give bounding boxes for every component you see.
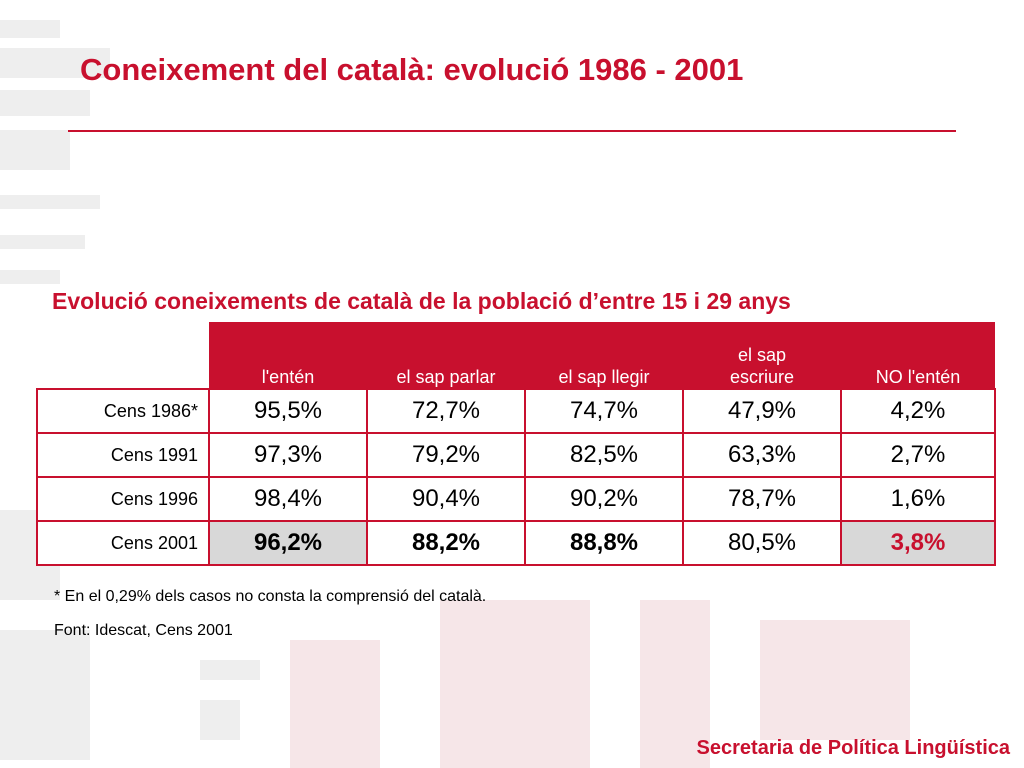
title-underline [68, 130, 956, 132]
column-header-line2: l'entén [261, 367, 315, 387]
table-row: Cens 1986* 95,5% 72,7% 74,7% 47,9% 4,2% [36, 388, 996, 434]
table-cell: 95,5% [208, 388, 368, 434]
footer-organization: Secretaria de Política Lingüística [696, 737, 1010, 759]
row-label: Cens 1996 [36, 476, 209, 522]
slide-title: Coneixement del català: evolució 1986 - … [80, 52, 744, 87]
table-row: Cens 2001 96,2% 88,2% 88,8% 80,5% 3,8% [36, 520, 996, 566]
column-header: el sap parlar [367, 322, 525, 389]
table-cell: 1,6% [840, 476, 996, 522]
footnote: * En el 0,29% dels casos no consta la co… [54, 588, 487, 605]
column-header-line2: NO l'entén [875, 367, 961, 387]
table-cell: 47,9% [682, 388, 842, 434]
column-header: el sap llegir [525, 322, 683, 389]
table-cell: 82,5% [524, 432, 684, 478]
table-cell: 4,2% [840, 388, 996, 434]
table-cell: 97,3% [208, 432, 368, 478]
table-cell: 90,2% [524, 476, 684, 522]
column-header-line2: el sap parlar [396, 367, 496, 387]
column-header-line2: el sap llegir [558, 367, 650, 387]
table-cell: 2,7% [840, 432, 996, 478]
column-header: NO l'entén [841, 322, 995, 389]
row-label: Cens 1991 [36, 432, 209, 478]
column-header-line2: escriure [729, 367, 795, 387]
table-cell: 72,7% [366, 388, 526, 434]
table-cell: 78,7% [682, 476, 842, 522]
table-cell: 96,2% [208, 520, 368, 566]
table-cell: 98,4% [208, 476, 368, 522]
table-cell: 88,8% [524, 520, 684, 566]
row-label: Cens 1986* [36, 388, 209, 434]
table-cell: 63,3% [682, 432, 842, 478]
knowledge-table: l'entén el sap parlar el sap llegir el s… [36, 322, 996, 566]
table-cell: 88,2% [366, 520, 526, 566]
table-header-row: l'entén el sap parlar el sap llegir el s… [37, 322, 995, 389]
table-cell: 74,7% [524, 388, 684, 434]
column-header: l'entén [209, 322, 367, 389]
column-header-line1: el sap [737, 345, 787, 365]
column-header: el sap escriure [683, 322, 841, 389]
table-corner [37, 322, 209, 389]
table-row: Cens 1996 98,4% 90,4% 90,2% 78,7% 1,6% [36, 476, 996, 522]
table-caption: Evolució coneixements de català de la po… [52, 288, 791, 314]
table-cell: 3,8% [840, 520, 996, 566]
row-label: Cens 2001 [36, 520, 209, 566]
table-cell: 90,4% [366, 476, 526, 522]
source-note: Font: Idescat, Cens 2001 [54, 622, 233, 639]
table-cell: 79,2% [366, 432, 526, 478]
table-row: Cens 1991 97,3% 79,2% 82,5% 63,3% 2,7% [36, 432, 996, 478]
table-cell: 80,5% [682, 520, 842, 566]
